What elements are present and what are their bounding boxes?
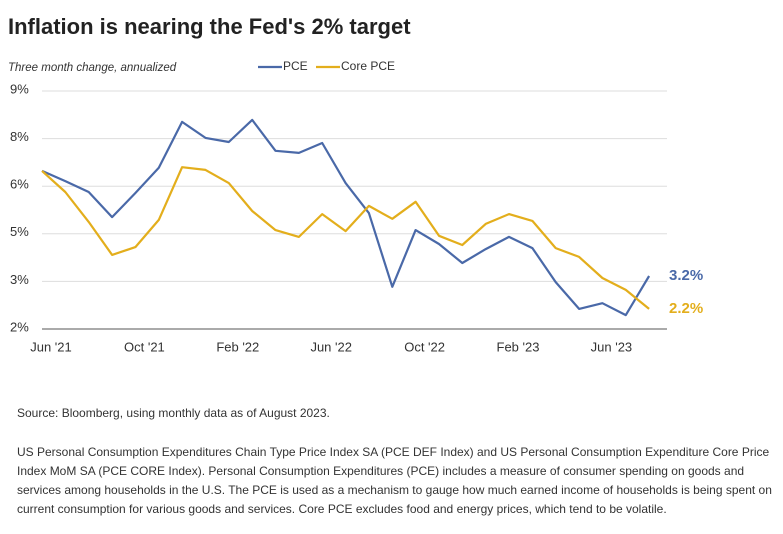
end-label: 2.2%	[669, 300, 703, 317]
x-tick-label: Jun '23	[591, 339, 633, 354]
chart-title: Inflation is nearing the Fed's 2% target	[8, 14, 411, 39]
legend-label: Core PCE	[341, 59, 395, 73]
x-tick-label: Jun '21	[30, 339, 72, 354]
legend-label: PCE	[283, 59, 308, 73]
y-tick-label: 5%	[10, 224, 29, 239]
subtitle: Three month change, annualized	[8, 62, 177, 74]
y-tick-label: 8%	[10, 129, 29, 144]
note: US Personal Consumption Expenditures Cha…	[17, 445, 772, 516]
end-label: 3.2%	[669, 267, 703, 284]
y-tick-label: 9%	[10, 81, 29, 96]
chart: Inflation is nearing the Fed's 2% target…	[8, 14, 703, 355]
x-tick-label: Feb '23	[497, 339, 540, 354]
source: Source: Bloomberg, using monthly data as…	[17, 406, 330, 420]
series-line	[41, 166, 650, 310]
x-tick-label: Feb '22	[216, 339, 259, 354]
x-tick-label: Oct '22	[404, 339, 445, 354]
y-tick-label: 3%	[10, 272, 29, 287]
x-tick-label: Jun '22	[310, 339, 352, 354]
y-tick-label: 6%	[10, 177, 29, 192]
y-tick-label: 2%	[10, 319, 29, 334]
x-tick-label: Oct '21	[124, 339, 165, 354]
series-line	[41, 118, 651, 317]
